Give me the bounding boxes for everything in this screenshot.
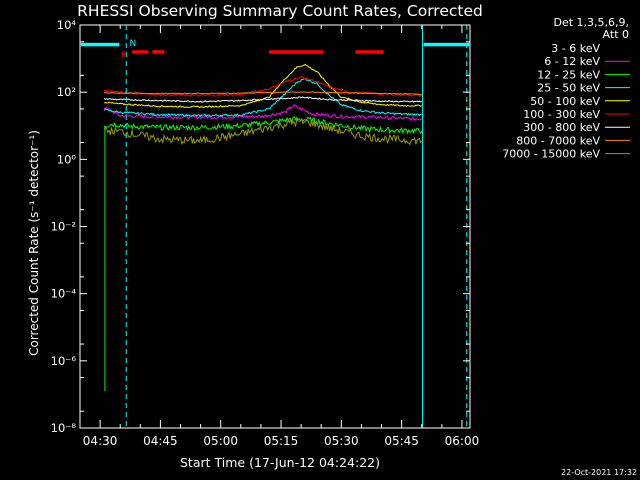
legend-label-4: 50 - 100 keV [530,95,600,108]
y-tick-label: 10⁻² [51,220,76,234]
series-line-7 [104,91,422,96]
x-tick-label: 04:45 [143,434,178,448]
legend-header-attenuator: Att 0 [603,28,629,41]
legend-label-3: 25 - 50 keV [537,82,600,95]
night-bar-left [80,42,120,47]
y-tick-label: 10⁻⁸ [51,421,77,435]
x-tick-label: 05:30 [324,434,359,448]
series-line-2 [104,116,423,135]
series-line-6 [103,96,422,103]
plot-border [79,24,471,429]
x-tick-label: 04:30 [83,434,118,448]
series-line-3 [103,78,422,118]
legend-label-6: 300 - 800 keV [523,121,600,134]
y-tick-label: 10² [57,85,76,99]
x-tick-label: 05:15 [264,434,299,448]
x-tick-label: 05:00 [203,434,238,448]
series-line-8 [103,117,423,146]
flare-bar-2 [268,50,324,54]
chart-title: RHESSI Observing Summary Count Rates, Co… [77,2,483,20]
y-tick-label: 10⁻⁶ [51,354,77,368]
legend-label-7: 800 - 7000 keV [516,134,600,147]
flare-label: F [121,51,126,61]
x-tick-label: 06:00 [445,434,480,448]
night-bar-right [423,42,470,47]
legend-label-1: 6 - 12 keV [544,55,600,68]
y-axis-label: Corrected Count Rate (s⁻¹ detector⁻¹) [27,130,41,356]
y-tick-label: 10⁴ [57,18,77,32]
legend-label-0: 3 - 6 keV [551,42,600,55]
legend-label-2: 12 - 25 keV [537,68,600,81]
y-tick-label: 10⁻⁴ [51,287,77,301]
series-line-1 [103,103,422,122]
series-black-block [106,154,115,167]
x-axis-label: Start Time (17-Jun-12 04:24:22) [180,455,380,470]
axis-layer: 10⁴ 10² 10⁰ 10⁻² 10⁻⁴ 10⁻⁶ 10⁻⁸ 04:30 04:45 05:00… [51,18,480,448]
flare-bar-3 [355,50,384,54]
flare-bar-1 [152,50,165,54]
flare-bar-0 [132,50,149,54]
series-layer [103,63,423,392]
y-tick-label: 10⁰ [57,152,77,166]
footer-timestamp: 22-Oct-2021 17:32 [561,468,637,477]
series-line-0 [104,114,422,124]
legend-label-5: 100 - 300 keV [523,108,600,121]
x-tick-label: 05:45 [384,434,419,448]
night-label: N [129,39,136,49]
legend-header-detectors: Det 1,3,5,6,9, [553,16,629,29]
legend-label-8: 7000 - 15000 keV [502,148,600,161]
plot-frame [79,24,471,429]
overlay-layer: NF [80,25,470,428]
